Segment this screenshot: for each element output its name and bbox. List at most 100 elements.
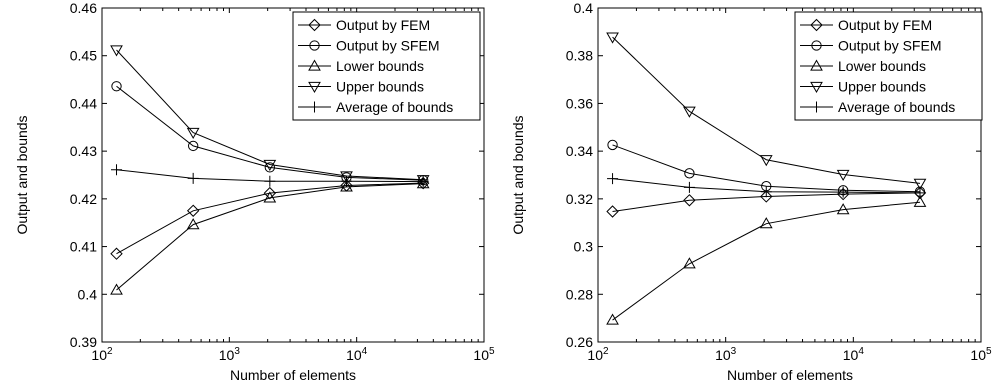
chart2-series-line-3: [612, 201, 921, 321]
chart2-legend-label-2: Output by SFEM: [838, 38, 941, 54]
chart2-x-tick-exp: 3: [731, 346, 737, 357]
chart2-legend-marker-4: [810, 81, 823, 94]
chart2-legend-label-3: Lower bounds: [838, 58, 926, 74]
chart2-y-tick-label: 0.26: [566, 334, 593, 350]
chart2-y-tick-label: 0.36: [566, 95, 593, 111]
chart1-y-tick-label: 0.44: [70, 95, 97, 111]
chart2-series-2-point: [684, 168, 695, 179]
chart1-series-5-point: [111, 164, 123, 176]
chart2-series-line-4: [612, 36, 921, 184]
chart2-y-tick-label: 0.3: [574, 239, 594, 255]
chart2-series-5-point: [607, 173, 619, 185]
chart1-series-3-point: [110, 283, 123, 295]
chart2-series-5-point: [683, 181, 695, 193]
chart2-series-3-point: [913, 195, 927, 207]
chart1-x-tick-label: 102: [91, 346, 113, 363]
chart1-series-line-4: [116, 49, 424, 181]
chart2-series-line-2: [612, 144, 921, 193]
chart2-x-tick-base: 10: [715, 347, 731, 363]
chart2-x-tick-label: 104: [843, 346, 865, 363]
chart1-series-line-1: [116, 182, 424, 255]
chart1-series-line-3: [116, 183, 424, 291]
chart2-x-tick-label: 102: [587, 346, 609, 363]
chart2-series-5-point: [914, 187, 926, 199]
chart1-series-4-point: [340, 171, 353, 183]
chart1-x-tick-label: 103: [219, 346, 241, 363]
chart1-y-tick-label: 0.39: [70, 334, 97, 350]
chart1-legend-marker-2: [309, 40, 320, 51]
chart1-series-4-point: [416, 175, 430, 187]
chart2-x-tick-exp: 5: [986, 346, 992, 357]
chart1-y-tick-label: 0.41: [70, 239, 97, 255]
chart1-y-tick-label: 0.45: [70, 48, 97, 64]
chart2-series-3-point: [759, 217, 773, 229]
chart2-x-tick-exp: 4: [858, 346, 864, 357]
chart1-x-tick-base: 10: [473, 347, 489, 363]
chart1-series-3-point: [186, 218, 200, 230]
chart2-series-3-point: [683, 257, 696, 269]
chart1-legend-label-3: Lower bounds: [336, 58, 424, 74]
chart1-series-5-point: [340, 175, 352, 187]
chart2-x-axis-label: Number of elements: [727, 367, 853, 383]
chart1-series-2-point: [187, 140, 199, 152]
chart1-y-tick-label: 0.42: [70, 191, 97, 207]
chart2-legend-label-4: Upper bounds: [838, 79, 926, 95]
chart2-group: 102 103 104 1050.260.280.30.320.340.360.380…: [510, 0, 992, 383]
chart1-x-tick-exp: 2: [107, 346, 113, 357]
chart2-plot-frame: [597, 7, 982, 343]
chart1-legend-label-4: Upper bounds: [336, 79, 424, 95]
chart2-series-4-point: [759, 155, 773, 167]
chart2-series-4-point: [913, 178, 927, 190]
chart2-y-tick-label: 0.4: [574, 0, 594, 16]
chart2-y-tick-label: 0.28: [566, 286, 593, 302]
chart1-legend-marker-4: [308, 81, 321, 94]
chart1-series-5-point: [264, 175, 276, 187]
chart2-legend-marker-5: [811, 101, 822, 113]
chart1-legend-marker-1: [308, 18, 321, 32]
chart1-series-3-point: [416, 177, 430, 189]
chart1-plot-frame: [101, 7, 485, 343]
chart1-series-1-point: [110, 247, 123, 260]
chart1-y-tick-label: 0.43: [70, 143, 97, 159]
chart1-x-tick-exp: 3: [234, 346, 240, 357]
chart1-x-axis-label: Number of elements: [230, 367, 356, 383]
chart1-x-tick-label: 104: [346, 346, 368, 363]
chart1-series-4-point: [110, 45, 123, 57]
chart2-x-tick-exp: 2: [603, 346, 609, 357]
chart1-series-4-point: [263, 159, 277, 172]
chart2-series-3-point: [836, 203, 850, 215]
chart2-series-3-point: [606, 313, 619, 325]
chart2-legend-label-1: Output by FEM: [838, 17, 932, 33]
chart2-legend-marker-2: [811, 40, 822, 51]
chart2-y-tick-label: 0.32: [566, 191, 593, 207]
chart1-series-5-point: [417, 176, 429, 188]
chart2-series-5-point: [837, 186, 849, 198]
chart1-legend-marker-5: [309, 101, 320, 113]
chart2-series-5-point: [760, 186, 772, 198]
chart2-x-tick-base: 10: [970, 347, 986, 363]
chart2-x-tick-base: 10: [843, 347, 859, 363]
chart1-y-tick-label: 0.4: [78, 286, 98, 302]
chart1-x-tick-exp: 4: [362, 346, 368, 357]
chart2-y-axis-label: Output and bounds: [510, 115, 526, 234]
chart1-x-tick-base: 10: [346, 347, 362, 363]
chart2-x-tick-label: 103: [715, 346, 737, 363]
chart1-series-3-point: [340, 180, 353, 192]
chart1-series-1-point: [186, 204, 200, 217]
chart2-legend-marker-3: [810, 59, 823, 71]
chart1-series-2-point: [264, 162, 276, 173]
chart2-y-tick-label: 0.38: [566, 48, 593, 64]
chart1-group: 102 103 104 1050.390.40.410.420.430.440.450…: [14, 0, 495, 383]
chart2-legend-label-5: Average of bounds: [838, 99, 955, 115]
chart1-series-line-2: [116, 85, 424, 181]
chart2-series-4-point: [836, 169, 850, 182]
chart1-y-tick-label: 0.46: [70, 0, 97, 16]
chart1-legend-label-2: Output by SFEM: [336, 38, 439, 54]
chart1-y-axis-label: Output and bounds: [14, 115, 30, 234]
chart1-x-tick-base: 10: [219, 347, 235, 363]
chart1-series-1-point: [263, 186, 277, 200]
chart1-x-tick-label: 105: [473, 346, 495, 363]
chart1-series-2-point: [111, 81, 122, 92]
chart1-series-5-point: [187, 172, 199, 184]
